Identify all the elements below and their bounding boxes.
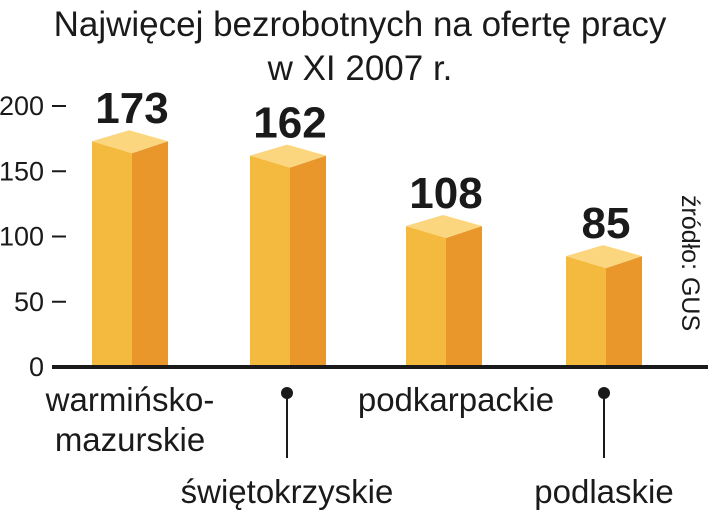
bar-side [290, 155, 326, 367]
category-label: warmińsko- [45, 381, 215, 418]
y-tick-label: 0 [29, 352, 44, 382]
bar-top [406, 215, 482, 239]
bar-value-label: 108 [409, 169, 482, 218]
bar-top [250, 144, 326, 168]
y-tick-label: 200 [0, 91, 44, 121]
bar-top [92, 130, 168, 154]
bars: 173 162 108 85 [92, 84, 642, 367]
bar-front [406, 226, 446, 367]
bar-side [132, 141, 168, 367]
category-label: podkarpackie [358, 381, 554, 418]
bar [406, 215, 482, 367]
category-labels: warmińsko-mazurskie świętokrzyskie podkarp… [45, 381, 674, 510]
chart-title-line-1: Najwięcej bezrobotnych na ofertę pracy [54, 5, 667, 44]
bar [566, 245, 642, 367]
bar-top [566, 245, 642, 269]
y-axis-ticks: 0 50 100 150 200 [0, 91, 66, 382]
bar-front [250, 155, 290, 367]
bar-side [606, 256, 642, 367]
y-tick-label: 150 [0, 156, 44, 186]
bar-front [566, 256, 606, 367]
source-label: źródło: GUS [676, 195, 704, 331]
y-tick-label: 50 [14, 287, 44, 317]
category-label: mazurskie [55, 421, 205, 458]
category-label: świętokrzyskie [181, 473, 394, 510]
bar [250, 144, 326, 367]
chart-title-line-2: w XI 2007 r. [267, 49, 453, 88]
category-label: podlaskie [534, 473, 673, 510]
bar-value-label: 85 [582, 199, 631, 248]
y-tick-label: 100 [0, 222, 44, 252]
bar-value-label: 173 [95, 84, 168, 133]
bar-side [446, 226, 482, 367]
bar [92, 130, 168, 367]
bar-value-label: 162 [253, 99, 326, 148]
bar-front [92, 141, 132, 367]
